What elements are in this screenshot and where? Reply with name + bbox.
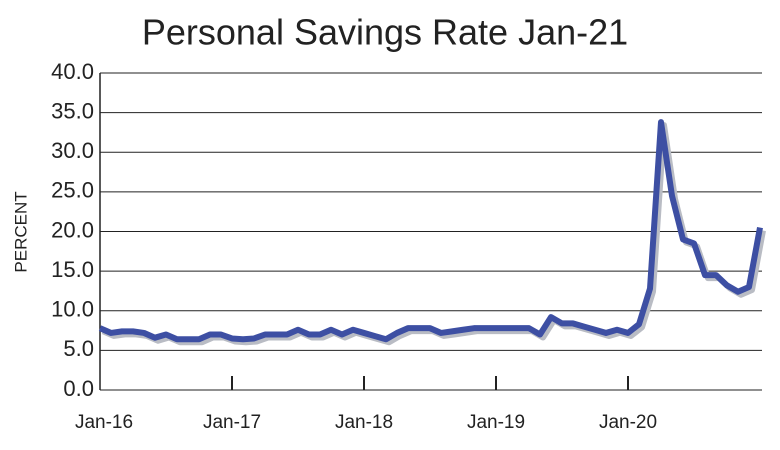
y-tick-label: 10.0 xyxy=(51,297,94,322)
y-tick-label: 35.0 xyxy=(51,98,94,123)
y-tick-label: 25.0 xyxy=(51,178,94,203)
x-tick-label: Jan-18 xyxy=(335,412,393,433)
y-tick-label: 40.0 xyxy=(51,59,94,84)
y-axis-label: PERCENT xyxy=(11,191,30,272)
x-tick-label: Jan-20 xyxy=(599,412,657,433)
x-tick-label: Jan-17 xyxy=(203,412,261,433)
x-tick-label: Jan-19 xyxy=(467,412,525,433)
line xyxy=(98,119,763,343)
x-tick-label: Jan-16 xyxy=(75,412,133,433)
y-tick-label: 20.0 xyxy=(51,217,94,242)
y-tick-label: 15.0 xyxy=(51,257,94,282)
chart-title: Personal Savings Rate Jan-21 xyxy=(142,12,628,53)
y-tick-label: 5.0 xyxy=(63,336,94,361)
y-tick-label: 0.0 xyxy=(63,376,94,401)
y-tick-label: 30.0 xyxy=(51,138,94,163)
